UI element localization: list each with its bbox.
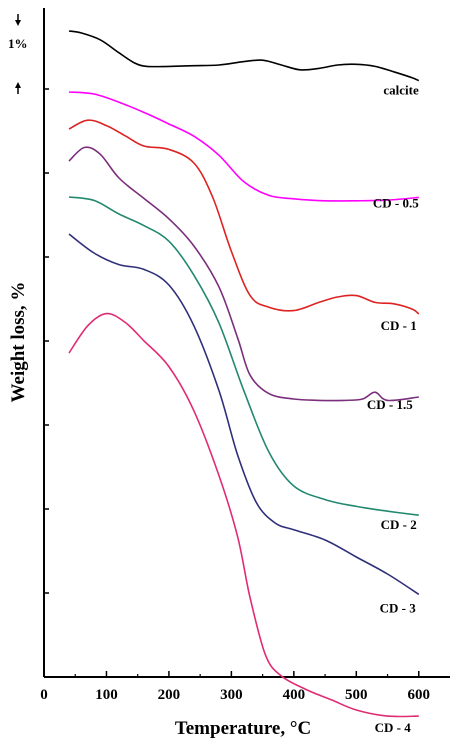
y-axis-title: Weight loss, % (8, 282, 29, 403)
x-tick-label: 0 (40, 687, 48, 703)
series-label-cd-1: CD - 1 (381, 318, 417, 333)
series-line-cd-0-5 (68, 91, 419, 202)
series-line-cd-1 (68, 119, 420, 315)
series-label-calcite: calcite (383, 83, 419, 98)
series-label-cd-3: CD - 3 (380, 600, 417, 615)
x-tick-label: 400 (283, 687, 306, 703)
series-layer: calcite CD - 0.5 CD - 1 CD - 1.5 CD - 2 CD - … (68, 30, 420, 735)
series-line-cd-4 (68, 312, 419, 718)
series-label-cd-1-5: CD - 1.5 (367, 397, 413, 412)
series-label-cd-0-5: CD - 0.5 (373, 195, 419, 210)
x-tick-label: 600 (408, 687, 431, 703)
x-tick-label: 100 (95, 687, 118, 703)
scale-bar: 1% (8, 14, 28, 94)
series-line-calcite (68, 30, 420, 82)
x-axis-title: Temperature, °C (175, 718, 311, 739)
axes: 0 100 200 300 400 500 600 (40, 8, 450, 703)
x-tick-label: 500 (345, 687, 368, 703)
x-tick-label: 300 (220, 687, 243, 703)
scale-bar-label: 1% (8, 36, 28, 51)
series-label-cd-4: CD - 4 (375, 720, 412, 735)
x-tick-label: 200 (158, 687, 181, 703)
series-label-cd-2: CD - 2 (381, 517, 417, 532)
series-line-cd-2 (68, 196, 419, 516)
series-line-cd-3 (68, 233, 420, 596)
series-line-cd-1-5 (68, 146, 419, 402)
